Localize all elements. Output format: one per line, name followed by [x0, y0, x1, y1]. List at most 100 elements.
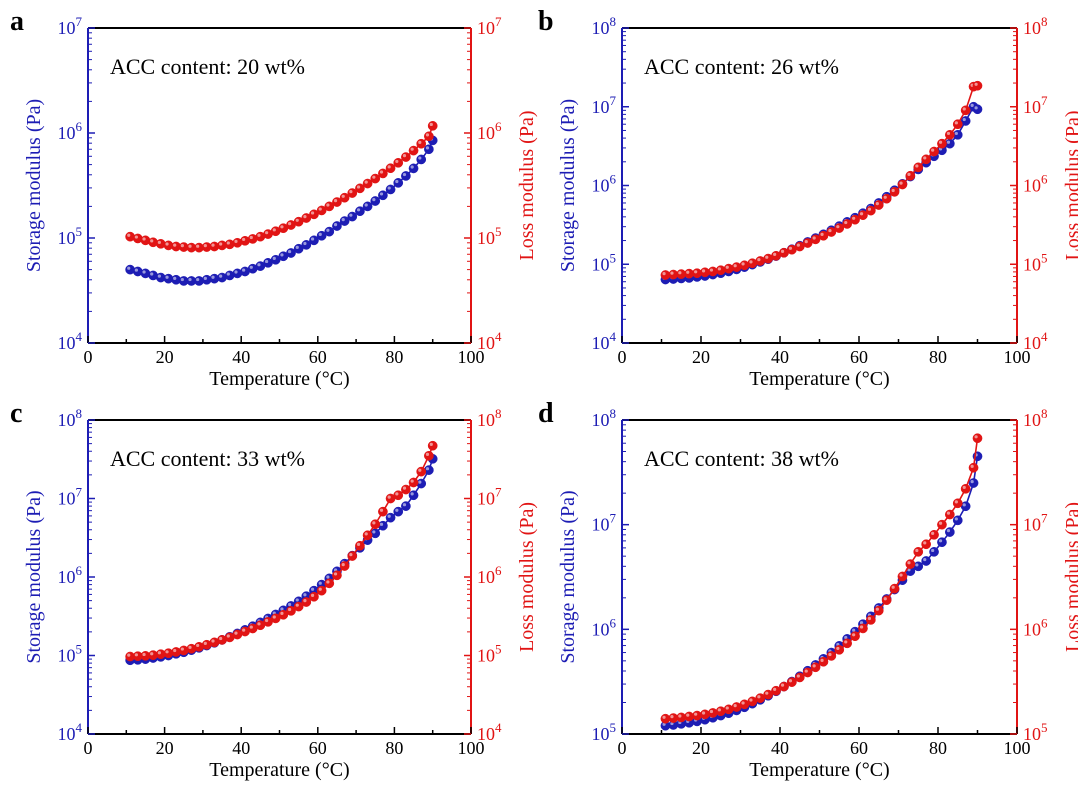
- point-highlight: [852, 216, 856, 220]
- point-highlight: [962, 485, 966, 490]
- point-highlight: [333, 223, 338, 227]
- point-highlight: [974, 106, 978, 110]
- annotation-text: ACC content: 38 wt%: [644, 446, 839, 471]
- point-highlight: [974, 82, 978, 86]
- storage-point: [945, 527, 955, 537]
- point-highlight: [410, 492, 414, 496]
- right-y-tick-label: 105: [1023, 250, 1048, 274]
- point-highlight: [891, 585, 895, 589]
- loss-point: [972, 433, 983, 444]
- panel-label: b: [538, 6, 554, 37]
- point-highlight: [333, 199, 338, 203]
- left-y-tick-label: 104: [592, 329, 617, 353]
- point-highlight: [425, 452, 430, 456]
- point-highlight: [883, 195, 887, 199]
- loss-point: [393, 157, 404, 168]
- point-highlight: [425, 467, 430, 471]
- loss-point: [385, 163, 396, 174]
- point-highlight: [356, 185, 361, 189]
- storage-point: [393, 506, 404, 517]
- point-highlight: [310, 211, 315, 215]
- right-y-tick-label: 106: [1023, 172, 1048, 196]
- storage-point: [324, 226, 335, 237]
- point-highlight: [165, 242, 169, 246]
- loss-point: [810, 662, 821, 673]
- series-line-storage: [130, 458, 434, 662]
- storage-point: [370, 196, 381, 206]
- point-highlight: [287, 221, 292, 226]
- point-highlight: [678, 714, 682, 718]
- point-highlight: [970, 480, 974, 484]
- point-highlight: [946, 131, 951, 136]
- loss-point: [401, 152, 411, 162]
- point-highlight: [379, 508, 384, 512]
- right-y-axis-title: Loss modulus (Pa): [516, 502, 538, 652]
- point-highlight: [333, 572, 338, 576]
- point-highlight: [741, 701, 745, 705]
- loss-point: [889, 583, 900, 594]
- point-highlight: [812, 664, 816, 668]
- point-highlight: [379, 522, 384, 526]
- point-highlight: [203, 276, 207, 280]
- point-highlight: [326, 228, 330, 232]
- point-highlight: [318, 581, 322, 585]
- point-highlight: [173, 243, 177, 247]
- right-y-axis-title: Loss modulus (Pa): [516, 111, 538, 261]
- loss-point: [858, 210, 868, 221]
- point-highlight: [349, 553, 353, 557]
- point-highlight: [804, 240, 808, 244]
- loss-point: [913, 546, 924, 557]
- point-highlight: [180, 647, 184, 651]
- x-axis-title: Temperature (°C): [749, 368, 889, 390]
- loss-point: [324, 578, 335, 589]
- loss-point: [929, 529, 939, 540]
- loss-point: [873, 200, 884, 210]
- right-y-tick-label: 104: [477, 329, 502, 353]
- point-highlight: [318, 232, 322, 236]
- point-highlight: [395, 508, 399, 512]
- annotation-text: ACC content: 33 wt%: [110, 446, 305, 471]
- x-tick-label: 80: [929, 738, 947, 758]
- x-tick-label: 60: [309, 738, 327, 758]
- storage-point: [968, 478, 979, 488]
- point-highlight: [962, 503, 966, 507]
- point-highlight: [844, 220, 848, 225]
- panel-label: a: [10, 6, 24, 37]
- right-y-tick-label: 105: [477, 642, 502, 666]
- storage-point: [929, 546, 939, 557]
- loss-point: [905, 559, 916, 569]
- x-tick-label: 80: [385, 347, 403, 367]
- point-highlight: [157, 274, 161, 278]
- point-highlight: [379, 170, 384, 174]
- point-highlight: [379, 192, 384, 196]
- left-y-tick-label: 105: [592, 250, 617, 274]
- x-tick-label: 40: [771, 347, 789, 367]
- point-highlight: [310, 237, 315, 241]
- x-tick-label: 40: [771, 738, 789, 758]
- loss-point: [316, 585, 327, 596]
- storage-point: [921, 556, 932, 566]
- point-highlight: [280, 225, 284, 229]
- point-highlight: [349, 213, 353, 217]
- point-highlight: [946, 529, 951, 533]
- point-highlight: [219, 242, 223, 246]
- point-highlight: [899, 573, 903, 577]
- point-highlight: [341, 218, 345, 222]
- point-highlight: [150, 239, 154, 243]
- left-y-axis-title: Storage modulus (Pa): [557, 490, 579, 663]
- loss-point: [897, 571, 908, 582]
- point-highlight: [372, 530, 376, 534]
- loss-point: [842, 638, 853, 649]
- point-highlight: [196, 277, 200, 282]
- point-highlight: [757, 257, 761, 262]
- point-highlight: [295, 603, 299, 607]
- point-highlight: [387, 165, 391, 169]
- point-highlight: [287, 602, 292, 607]
- point-highlight: [180, 277, 184, 282]
- point-highlight: [954, 500, 958, 504]
- point-highlight: [741, 262, 745, 266]
- storage-point: [416, 154, 427, 165]
- point-highlight: [127, 233, 131, 237]
- point-highlight: [828, 652, 832, 657]
- loss-point: [889, 187, 900, 197]
